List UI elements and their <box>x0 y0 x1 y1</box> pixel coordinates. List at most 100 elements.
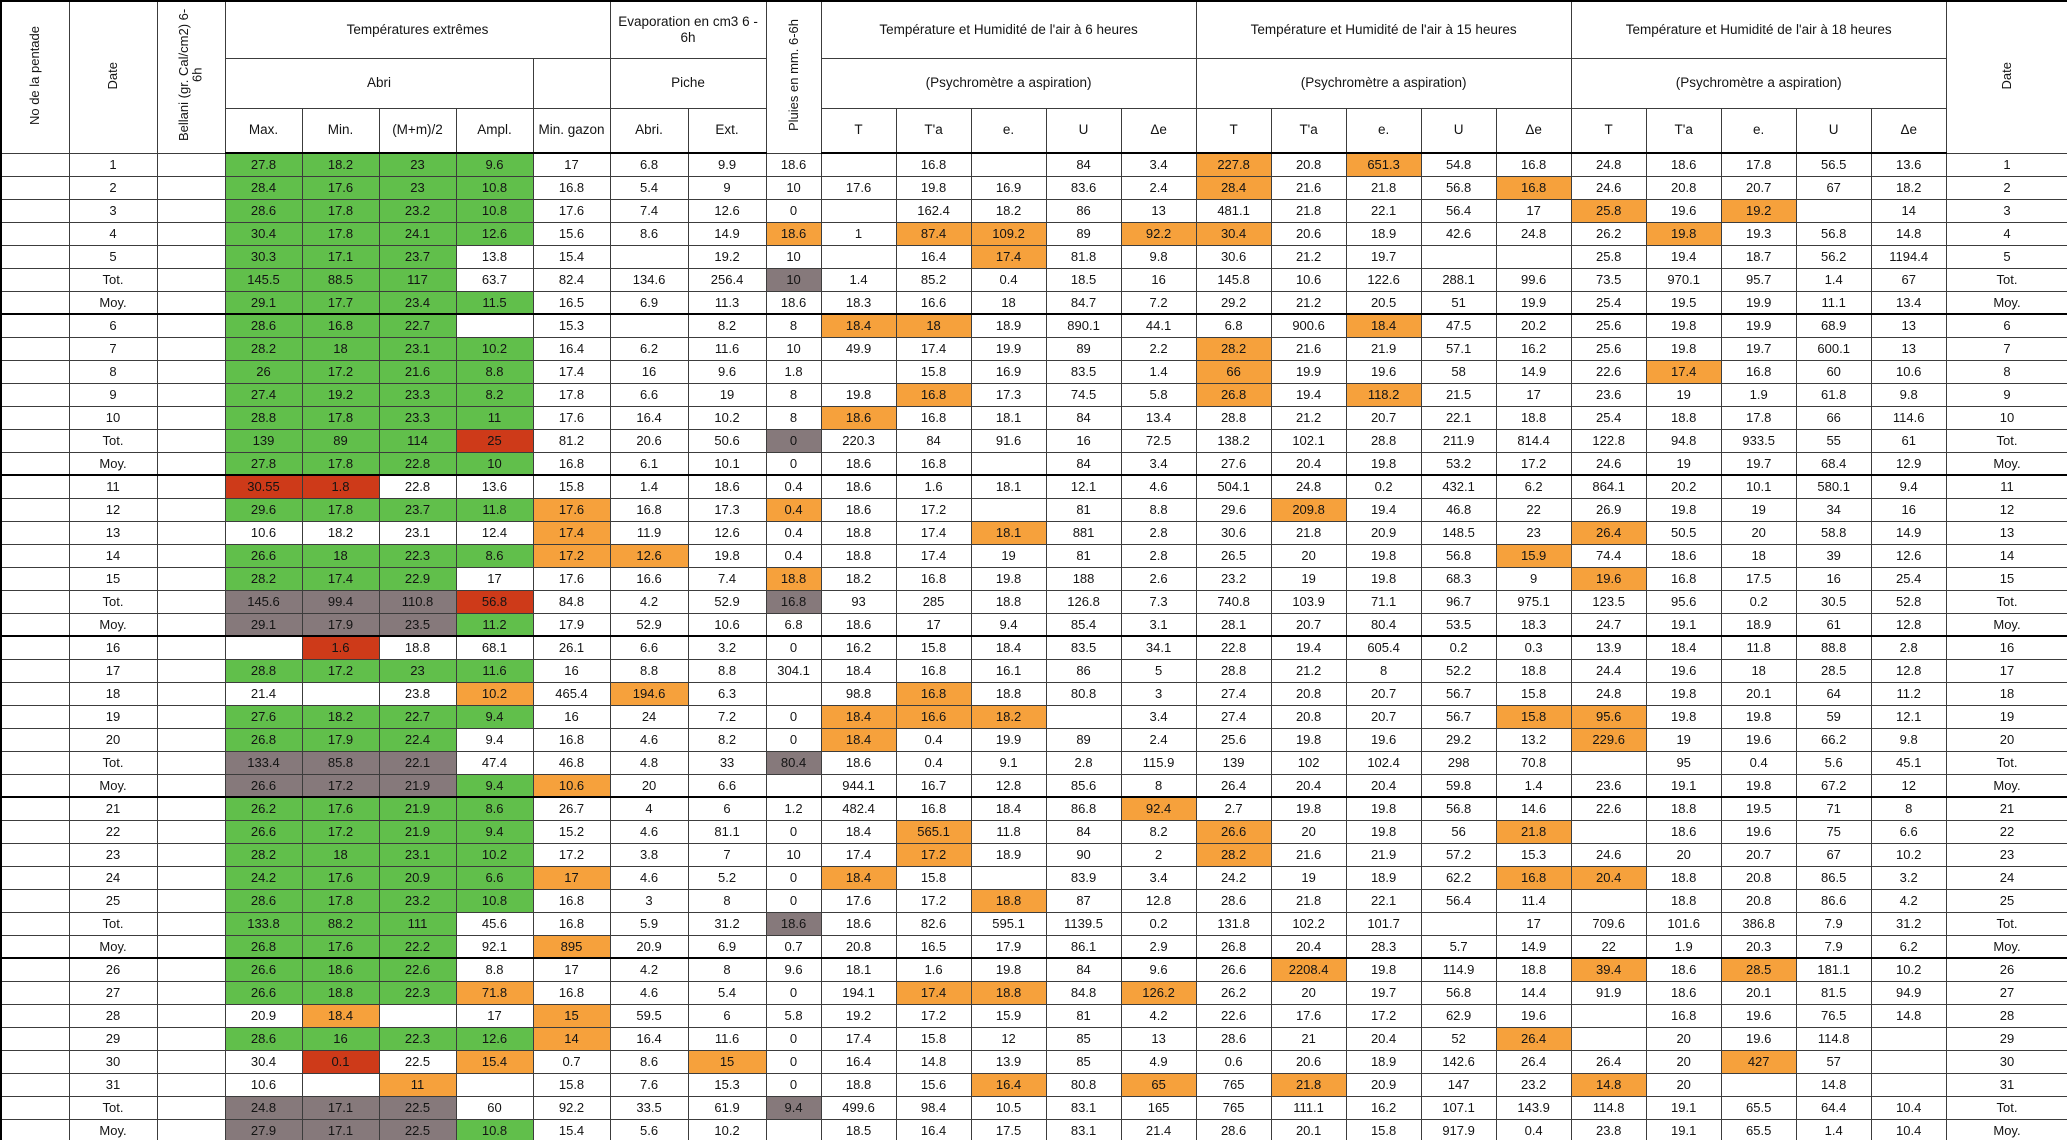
date-cell-right: 17 <box>1945 658 2067 683</box>
cell: 6.9 <box>687 934 767 959</box>
bellani-cell <box>156 727 226 752</box>
cell: 19 <box>1645 451 1722 476</box>
cell: 12.1 <box>1045 474 1122 499</box>
date-cell-left: 10 <box>68 405 158 430</box>
cell: 51 <box>1420 290 1497 315</box>
cell: 13.4 <box>1870 290 1947 315</box>
cell: 10.6 <box>1270 267 1347 292</box>
bellani-cell <box>156 819 226 844</box>
cell: 18.6 <box>1645 543 1722 568</box>
cell: 29.2 <box>1195 290 1272 315</box>
cell: 22.3 <box>378 980 457 1005</box>
cell: 18.2 <box>1870 175 1947 200</box>
cell: 89 <box>301 428 380 453</box>
cell: 17.2 <box>301 658 380 683</box>
cell: 6.6 <box>455 865 534 890</box>
cell: 19.8 <box>687 543 767 568</box>
cell: 5.6 <box>1795 750 1872 775</box>
cell: 24 <box>609 704 689 729</box>
cell: 24.7 <box>1570 612 1647 637</box>
cell: 26.2 <box>1570 221 1647 246</box>
cell: 285 <box>895 589 972 614</box>
cell: 2.8 <box>1120 520 1197 545</box>
cell: 20.8 <box>1720 865 1797 890</box>
cell: 19.2 <box>820 1003 897 1028</box>
cell: 17 <box>455 566 534 591</box>
date-cell-left: 22 <box>68 819 158 844</box>
pentade-cell <box>0 1095 70 1120</box>
cell: 17.1 <box>301 1095 380 1120</box>
cell: 8 <box>1345 658 1422 683</box>
cell: 114.9 <box>1420 957 1497 982</box>
cell: 3.8 <box>609 842 689 867</box>
table-row: 24 24.2 17.6 20.9 6.6 17 4.6 5.2 0 18.4 15.8 83.9 3.… <box>0 865 2067 890</box>
cell: 8.6 <box>455 796 534 821</box>
cell: 8.6 <box>609 1049 689 1074</box>
cell <box>1420 911 1497 936</box>
cell: 26.4 <box>1495 1049 1572 1074</box>
cell: 18.3 <box>1495 612 1572 637</box>
cell: 18.4 <box>820 704 897 729</box>
cell: 134.6 <box>609 267 689 292</box>
cell: 19.5 <box>1720 796 1797 821</box>
date-cell-right: 6 <box>1945 313 2067 338</box>
col-header-de-18h: Δe <box>1870 107 1947 154</box>
date-cell-left: Moy. <box>68 934 158 959</box>
cell: 18 <box>970 290 1047 315</box>
cell: 15.3 <box>1495 842 1572 867</box>
cell: 17.4 <box>532 359 611 384</box>
cell: 50.6 <box>687 428 767 453</box>
cell: 143.9 <box>1495 1095 1572 1120</box>
date-cell-right: Tot. <box>1945 911 2067 936</box>
cell: 9.6 <box>1120 957 1197 982</box>
cell: 84 <box>895 428 972 453</box>
date-cell-left: 21 <box>68 796 158 821</box>
cell: 18.8 <box>1645 796 1722 821</box>
cell: 864.1 <box>1570 474 1647 499</box>
pentade-cell <box>0 658 70 683</box>
cell: 17.6 <box>301 175 380 200</box>
date-cell-right: Tot. <box>1945 1095 2067 1120</box>
cell: 66.2 <box>1795 727 1872 752</box>
cell: 4.6 <box>609 865 689 890</box>
cell: 2.2 <box>1120 336 1197 361</box>
cell: 84 <box>1045 957 1122 982</box>
cell <box>765 681 822 706</box>
cell: 83.5 <box>1045 359 1122 384</box>
cell: 26.9 <box>1570 497 1647 522</box>
col-header-max: Max. <box>224 107 303 154</box>
cell: 3.4 <box>1120 152 1197 177</box>
pentade-cell <box>0 175 70 200</box>
cell: 181.1 <box>1795 957 1872 982</box>
date-cell-right: Tot. <box>1945 267 2067 292</box>
col-header-pentade-label: No de la pentade <box>27 25 43 125</box>
cell: 47.5 <box>1420 313 1497 338</box>
cell: 6.6 <box>1870 819 1947 844</box>
bellani-cell <box>156 750 226 775</box>
cell: 8 <box>687 957 767 982</box>
cell: 16.8 <box>895 658 972 683</box>
cell: 9.8 <box>1870 727 1947 752</box>
cell: 17 <box>532 865 611 890</box>
cell: 16.2 <box>1495 336 1572 361</box>
cell: 14.8 <box>1570 1072 1647 1097</box>
cell: 67 <box>1870 267 1947 292</box>
cell: 229.6 <box>1570 727 1647 752</box>
cell: 8.2 <box>687 727 767 752</box>
cell: 8 <box>765 382 822 407</box>
date-cell-right: Moy. <box>1945 773 2067 798</box>
bellani-cell <box>156 382 226 407</box>
cell: 126.2 <box>1120 980 1197 1005</box>
cell: 26.6 <box>1195 957 1272 982</box>
cell: 81.8 <box>1045 244 1122 269</box>
cell: 86.8 <box>1045 796 1122 821</box>
cell: 14.4 <box>1495 980 1572 1005</box>
cell: 13.4 <box>1120 405 1197 430</box>
cell: 28.6 <box>224 888 303 913</box>
cell: 16 <box>301 1026 380 1051</box>
cell: 19.6 <box>1645 198 1722 223</box>
cell: 1.4 <box>1795 1118 1872 1140</box>
cell: 11 <box>455 405 534 430</box>
cell: 22.1 <box>1345 888 1422 913</box>
